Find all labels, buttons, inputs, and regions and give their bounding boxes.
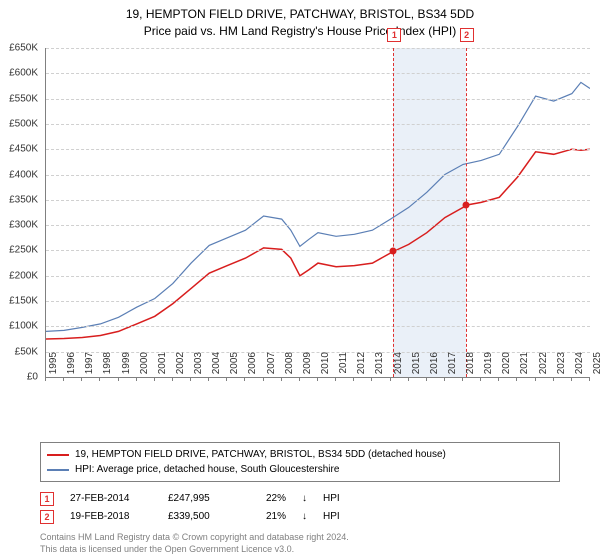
chart-marker: 1 (387, 28, 401, 42)
line-series (46, 48, 590, 377)
x-axis-label: 2018 (465, 352, 476, 382)
y-axis-label: £300K (0, 220, 38, 231)
x-axis-label: 1995 (48, 352, 59, 382)
x-axis-label: 2010 (320, 352, 331, 382)
x-axis-label: 2007 (266, 352, 277, 382)
x-axis-label: 2015 (411, 352, 422, 382)
y-axis-label: £550K (0, 93, 38, 104)
x-axis-label: 1997 (84, 352, 95, 382)
legend-label: 19, HEMPTON FIELD DRIVE, PATCHWAY, BRIST… (75, 447, 446, 462)
x-axis-label: 2000 (139, 352, 150, 382)
x-axis-label: 1998 (102, 352, 113, 382)
sale-price: £247,995 (168, 490, 250, 508)
sale-vs: HPI (323, 490, 340, 508)
x-axis-label: 2001 (157, 352, 168, 382)
y-axis-label: £200K (0, 270, 38, 281)
legend-swatch (47, 469, 69, 471)
sale-point (390, 248, 397, 255)
x-axis-label: 2006 (247, 352, 258, 382)
sale-date: 27-FEB-2014 (70, 490, 152, 508)
arrow-down-icon: ↓ (302, 508, 307, 526)
x-axis-label: 2005 (229, 352, 240, 382)
y-axis-label: £150K (0, 296, 38, 307)
y-axis-label: £450K (0, 144, 38, 155)
y-axis-label: £350K (0, 194, 38, 205)
y-axis-label: £100K (0, 321, 38, 332)
x-axis-label: 2009 (302, 352, 313, 382)
sale-point (462, 202, 469, 209)
x-axis-label: 2004 (211, 352, 222, 382)
legend-box: 19, HEMPTON FIELD DRIVE, PATCHWAY, BRIST… (40, 442, 560, 482)
x-axis-label: 2012 (356, 352, 367, 382)
y-axis-label: £250K (0, 245, 38, 256)
arrow-down-icon: ↓ (302, 490, 307, 508)
x-axis-label: 2019 (483, 352, 494, 382)
y-axis-label: £500K (0, 118, 38, 129)
footer-line: Contains HM Land Registry data © Crown c… (40, 532, 560, 544)
y-axis-label: £400K (0, 169, 38, 180)
x-axis-label: 2003 (193, 352, 204, 382)
sales-table: 1 27-FEB-2014 £247,995 22% ↓ HPI 2 19-FE… (40, 490, 560, 526)
sale-vs: HPI (323, 508, 340, 526)
x-axis-label: 2020 (501, 352, 512, 382)
x-axis-label: 2011 (338, 352, 349, 382)
title-line-1: 19, HEMPTON FIELD DRIVE, PATCHWAY, BRIST… (0, 6, 600, 23)
x-axis-label: 1996 (66, 352, 77, 382)
x-axis-label: 2016 (429, 352, 440, 382)
x-axis-label: 2013 (374, 352, 385, 382)
chart-title: 19, HEMPTON FIELD DRIVE, PATCHWAY, BRIST… (0, 0, 600, 40)
title-line-2: Price paid vs. HM Land Registry's House … (0, 23, 600, 40)
sale-price: £339,500 (168, 508, 250, 526)
plot-area: 12 (45, 48, 590, 378)
x-axis-label: 2008 (284, 352, 295, 382)
x-axis-label: 2017 (447, 352, 458, 382)
legend-swatch (47, 454, 69, 456)
sale-date: 19-FEB-2018 (70, 508, 152, 526)
legend-and-info: 19, HEMPTON FIELD DRIVE, PATCHWAY, BRIST… (40, 442, 560, 555)
y-axis-label: £0 (0, 372, 38, 383)
x-axis-label: 2024 (574, 352, 585, 382)
table-row: 2 19-FEB-2018 £339,500 21% ↓ HPI (40, 508, 560, 526)
x-axis-label: 1999 (121, 352, 132, 382)
y-axis-label: £50K (0, 346, 38, 357)
legend-item: 19, HEMPTON FIELD DRIVE, PATCHWAY, BRIST… (47, 447, 553, 462)
x-axis-label: 2022 (538, 352, 549, 382)
sale-marker: 2 (40, 510, 54, 524)
x-axis-label: 2025 (592, 352, 600, 382)
chart-marker: 2 (460, 28, 474, 42)
sale-pct: 22% (266, 490, 286, 508)
y-axis-label: £600K (0, 68, 38, 79)
x-axis-label: 2014 (393, 352, 404, 382)
x-axis-label: 2021 (519, 352, 530, 382)
x-axis-label: 2023 (556, 352, 567, 382)
x-axis-label: 2002 (175, 352, 186, 382)
footer: Contains HM Land Registry data © Crown c… (40, 532, 560, 555)
sale-marker: 1 (40, 492, 54, 506)
table-row: 1 27-FEB-2014 £247,995 22% ↓ HPI (40, 490, 560, 508)
legend-item: HPI: Average price, detached house, Sout… (47, 462, 553, 477)
chart: 12 £0£50K£100K£150K£200K£250K£300K£350K£… (45, 48, 590, 400)
sale-pct: 21% (266, 508, 286, 526)
y-axis-label: £650K (0, 43, 38, 54)
legend-label: HPI: Average price, detached house, Sout… (75, 462, 339, 477)
footer-line: This data is licensed under the Open Gov… (40, 544, 560, 556)
